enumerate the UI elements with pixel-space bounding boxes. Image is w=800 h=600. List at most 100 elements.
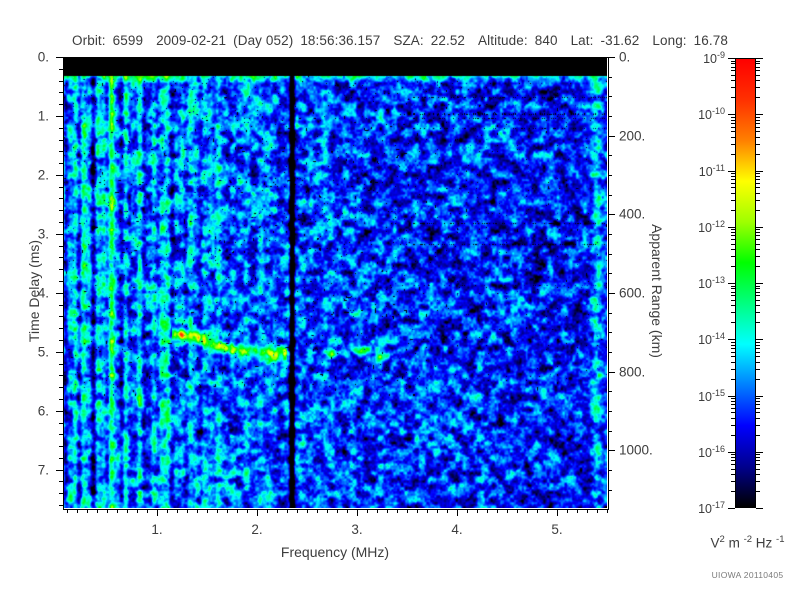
observation-time: 18:56:36.157 — [300, 32, 381, 48]
x-tick — [127, 509, 128, 513]
colorbar-minor-tick — [731, 173, 735, 174]
long-label: Long: — [652, 32, 687, 48]
y-tick-label-left: 2. — [37, 167, 49, 183]
x-tick — [307, 509, 308, 513]
colorbar-minor-tick — [756, 239, 760, 240]
colorbar-minor-tick — [731, 239, 735, 240]
colorbar-tick-label: 10-17 — [698, 499, 725, 517]
y-tick-label-left: 6. — [37, 403, 49, 419]
colorbar-minor-tick — [731, 87, 735, 88]
colorbar-minor-tick — [756, 75, 760, 76]
y-tick-left — [59, 281, 63, 282]
y-tick-label-left: 3. — [37, 226, 49, 242]
colorbar-minor-tick — [756, 474, 760, 475]
y-tick-right — [608, 431, 612, 432]
colorbar-minor-tick — [756, 408, 760, 409]
colorbar-tick — [728, 227, 735, 228]
colorbar-tick — [728, 508, 735, 509]
y-tick-left — [59, 104, 63, 105]
colorbar-minor-tick — [731, 120, 735, 121]
observation-day: (Day 052) — [233, 32, 294, 48]
colorbar-minor-tick — [731, 144, 735, 145]
y-tick-left — [59, 458, 63, 459]
colorbar-minor-tick — [731, 97, 735, 98]
x-tick — [97, 509, 98, 513]
x-tick — [397, 509, 398, 513]
x-tick — [547, 509, 548, 513]
colorbar-minor-tick — [756, 70, 760, 71]
colorbar-minor-tick — [756, 63, 760, 64]
colorbar-minor-tick — [731, 454, 735, 455]
colorbar-minor-tick — [731, 127, 735, 128]
colorbar-minor-tick — [731, 362, 735, 363]
colorbar-minor-tick — [756, 210, 760, 211]
y-tick-right — [608, 77, 612, 78]
colorbar-tick — [728, 114, 735, 115]
colorbar-minor-tick — [731, 210, 735, 211]
colorbar-minor-tick — [756, 183, 760, 184]
y-tick-left — [59, 505, 63, 506]
y-tick-label-left: 7. — [37, 462, 49, 478]
colorbar-minor-tick — [731, 131, 735, 132]
y-tick-left — [59, 423, 63, 424]
altitude-label: Altitude: — [478, 32, 528, 48]
y-tick-right — [608, 136, 615, 137]
x-tick — [517, 509, 518, 513]
colorbar-minor-tick — [731, 288, 735, 289]
y-tick-right — [608, 96, 612, 97]
y-tick-right — [608, 195, 612, 196]
colorbar-minor-tick — [756, 481, 760, 482]
colorbar-minor-tick — [756, 464, 760, 465]
colorbar-minor-tick — [731, 460, 735, 461]
x-tick-label: 5. — [551, 522, 563, 537]
colorbar-minor-tick — [731, 154, 735, 155]
colorbar-minor-tick — [731, 183, 735, 184]
colorbar-minor-tick — [731, 249, 735, 250]
units-v: V — [710, 535, 720, 551]
y-tick-left — [59, 387, 63, 388]
y-tick-left — [59, 305, 63, 306]
colorbar-minor-tick — [756, 401, 760, 402]
y-tick-label-right: 400. — [619, 206, 646, 222]
colorbar-minor-tick — [731, 348, 735, 349]
x-tick — [507, 509, 508, 513]
colorbar-minor-tick — [756, 154, 760, 155]
colorbar-tick — [756, 171, 763, 172]
y-tick-left — [59, 69, 63, 70]
x-tick — [437, 509, 438, 513]
colorbar-minor-tick — [756, 295, 760, 296]
colorbar-minor-tick — [731, 193, 735, 194]
units-v-exp: 2 — [719, 534, 725, 545]
colorbar-minor-tick — [731, 305, 735, 306]
y-tick-right — [608, 372, 615, 373]
y-axis-left-title: Time Delay (ms) — [26, 239, 42, 343]
units-hz-exp: -1 — [776, 534, 785, 545]
colorbar-minor-tick — [731, 187, 735, 188]
colorbar-minor-tick — [756, 97, 760, 98]
y-tick-right — [608, 214, 615, 215]
colorbar-tick-label: 10-10 — [698, 106, 725, 123]
colorbar — [735, 58, 756, 508]
colorbar-minor-tick — [756, 120, 760, 121]
x-tick — [237, 509, 238, 513]
colorbar-minor-tick — [756, 292, 760, 293]
colorbar-tick — [728, 283, 735, 284]
colorbar-minor-tick — [756, 173, 760, 174]
colorbar-minor-tick — [731, 256, 735, 257]
colorbar-minor-tick — [731, 137, 735, 138]
colorbar-minor-tick — [756, 286, 760, 287]
colorbar-minor-tick — [756, 457, 760, 458]
colorbar-minor-tick — [731, 70, 735, 71]
y-tick-left — [56, 470, 63, 471]
y-tick-left — [59, 163, 63, 164]
y-tick-right — [608, 155, 612, 156]
colorbar-minor-tick — [731, 404, 735, 405]
y-tick-left — [56, 234, 63, 235]
colorbar-minor-tick — [756, 67, 760, 68]
colorbar-tick — [728, 339, 735, 340]
colorbar-gradient — [736, 59, 755, 507]
colorbar-minor-tick — [756, 454, 760, 455]
x-tick — [117, 509, 118, 513]
colorbar-tick-label: 10-9 — [703, 49, 725, 67]
colorbar-minor-tick — [756, 348, 760, 349]
